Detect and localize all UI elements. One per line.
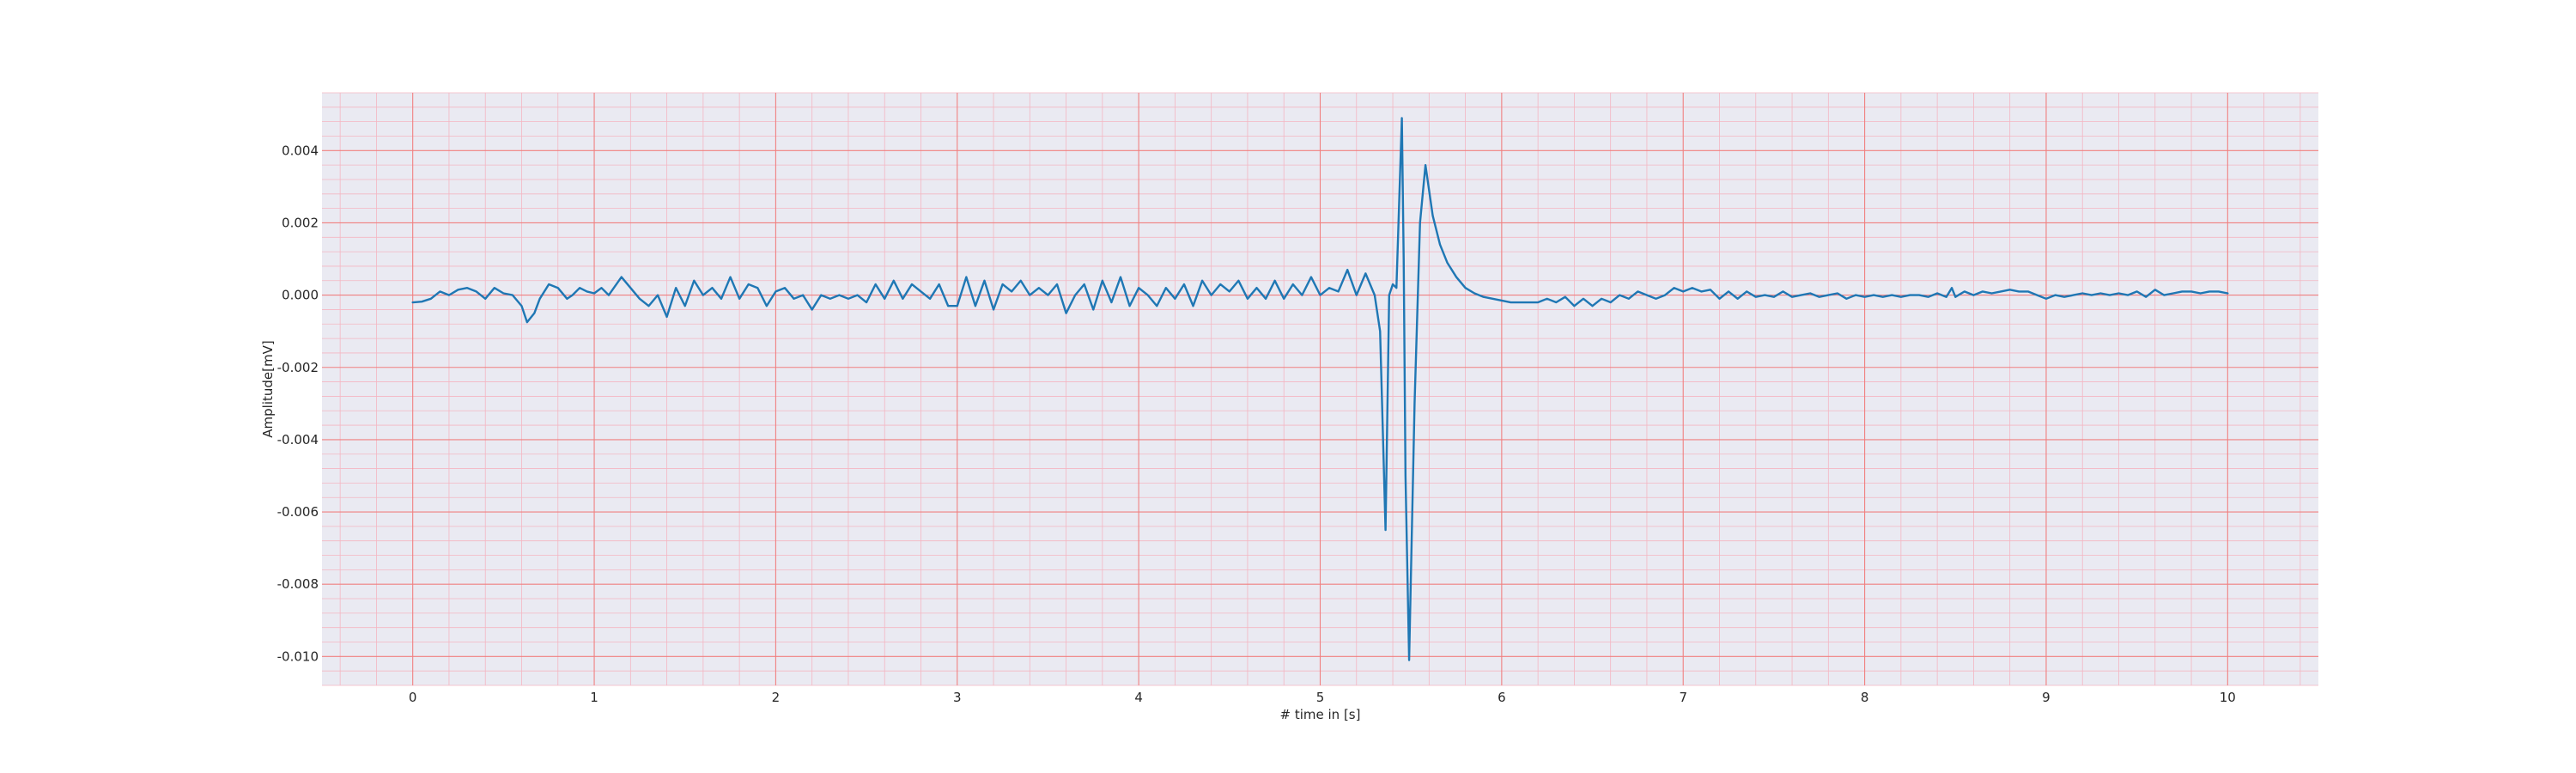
y-tick-label: 0.004	[282, 143, 319, 158]
x-tick-labels: 0 1 2 3 4 5 6 7 8 9 10	[409, 690, 2236, 705]
x-tick-label: 7	[1679, 690, 1687, 705]
x-tick-label: 5	[1316, 690, 1325, 705]
x-tick-label: 3	[953, 690, 962, 705]
major-grid	[322, 93, 2318, 685]
x-tick-label: 4	[1134, 690, 1143, 705]
x-tick-label: 10	[2220, 690, 2236, 705]
y-tick-label: -0.002	[277, 360, 319, 375]
x-tick-label: 1	[590, 690, 598, 705]
y-tick-labels: 0.004 0.002 0.000 -0.002 -0.004 -0.006 -0.008 -…	[277, 143, 319, 664]
x-tick-label: 0	[409, 690, 417, 705]
x-axis-label: # time in [s]	[1280, 707, 1361, 722]
y-tick-label: -0.006	[277, 504, 319, 520]
y-tick-label: 0.000	[282, 288, 319, 303]
y-tick-label: 0.002	[282, 215, 319, 230]
x-tick-label: 9	[2042, 690, 2050, 705]
y-axis-label: Amplitude[mV]	[260, 340, 276, 437]
y-tick-label: -0.008	[277, 576, 319, 592]
x-tick-label: 2	[772, 690, 781, 705]
signal-line	[411, 117, 2229, 661]
x-tick-label: 6	[1498, 690, 1506, 705]
y-tick-label: -0.004	[277, 432, 319, 447]
x-tick-label: 8	[1861, 690, 1869, 705]
y-tick-label: -0.010	[277, 648, 319, 664]
